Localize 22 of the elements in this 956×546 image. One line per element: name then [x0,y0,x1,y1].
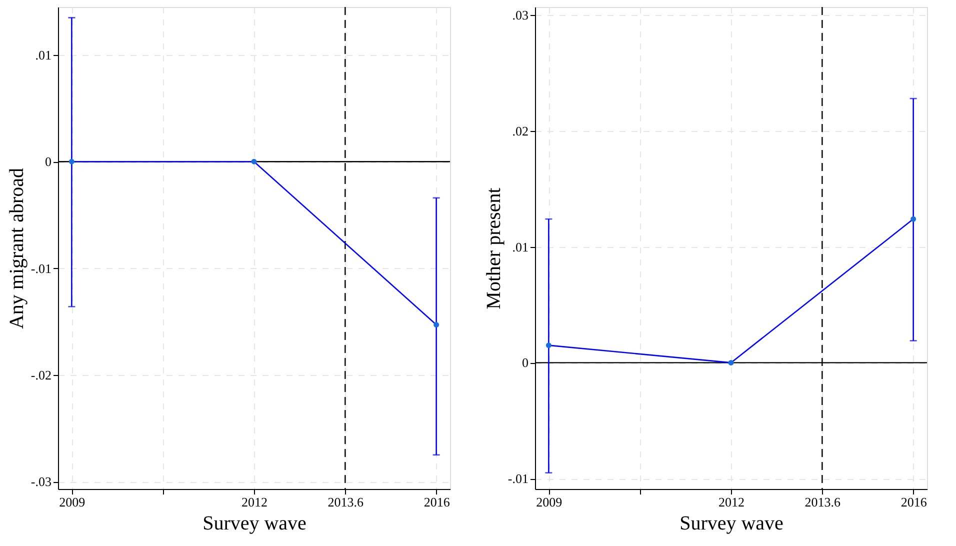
y-tick-label: 0 [522,355,528,370]
x-tick-label: 2013.6 [328,494,364,510]
x-tick-label: 2016 [900,494,928,510]
x-tick-label: 2012 [242,494,268,510]
y-tick-label: 0 [45,154,52,170]
y-tick-label: -.01 [508,471,528,486]
x-tick-label: 2009 [59,494,86,510]
y-tick-label: .01 [35,47,52,62]
x-axis-title: Survey wave [202,512,307,534]
y-tick-label: -.03 [30,474,52,490]
x-tick-label: 2013.6 [804,494,842,510]
x-tick-label: 2009 [536,494,562,510]
y-axis-title: Any migrant abroad [6,168,28,330]
y-tick-label: -.02 [30,367,52,382]
x-axis-title: Survey wave [680,512,784,534]
y-axis-title: Mother present [482,187,505,310]
y-tick-label: -.01 [30,260,52,276]
y-tick-label: .01 [512,239,528,254]
x-tick-label: 2012 [718,494,744,510]
x-tick-label: 2016 [424,494,450,510]
y-tick-label: .03 [512,8,528,23]
y-tick-label: .02 [512,123,528,138]
